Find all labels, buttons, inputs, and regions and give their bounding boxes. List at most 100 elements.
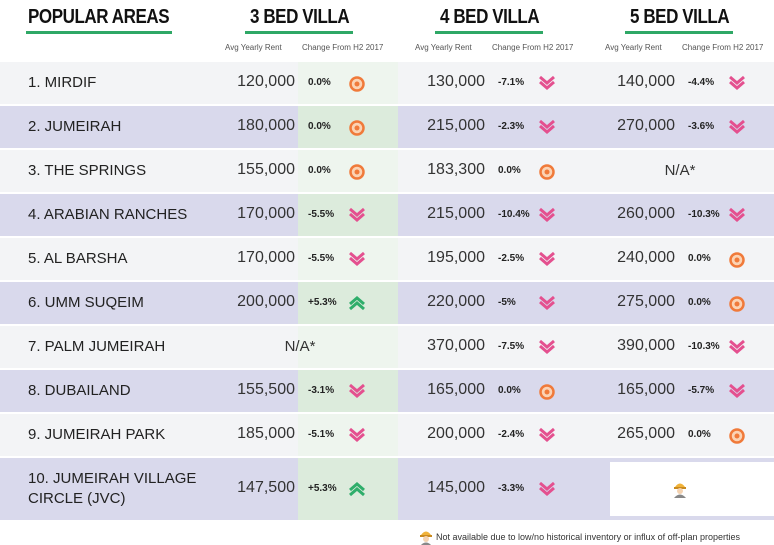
avg-rent: 185,000 <box>237 425 295 442</box>
avg-rent: 147,500 <box>237 479 295 496</box>
change: 0.0% <box>688 253 711 264</box>
change: -3.6% <box>688 121 715 132</box>
trend-icon <box>728 383 746 404</box>
change: 0.0% <box>308 165 331 176</box>
change: -10.3% <box>688 209 720 220</box>
column-band <box>298 150 398 192</box>
change: -3.3% <box>498 483 525 494</box>
change: -2.5% <box>498 253 525 264</box>
avg-rent: 275,000 <box>617 293 675 310</box>
trend-icon <box>538 481 556 502</box>
avg-rent: 195,000 <box>427 249 485 266</box>
column-band <box>298 458 398 520</box>
worker-icon <box>672 480 688 503</box>
column-underline <box>245 31 353 34</box>
avg-rent: 140,000 <box>617 73 675 90</box>
avg-rent: 180,000 <box>237 117 295 134</box>
trend-icon <box>348 163 366 186</box>
change: -5.1% <box>308 429 335 440</box>
change: -5.5% <box>308 253 335 264</box>
avg-rent: 145,000 <box>427 479 485 496</box>
change: -10.4% <box>498 209 530 220</box>
column-band <box>298 282 398 324</box>
area-name: 9. JUMEIRAH PARK <box>28 426 166 443</box>
trend-icon <box>538 295 556 316</box>
change-label: Change From H2 2017 <box>682 43 764 52</box>
change: -4.4% <box>688 77 715 88</box>
footnote-icon <box>418 528 434 545</box>
trend-icon <box>728 339 746 360</box>
area-name: 1. MIRDIF <box>28 74 97 91</box>
trend-icon <box>348 481 366 502</box>
column-underline <box>625 31 733 34</box>
title: POPULAR AREAS <box>28 6 170 28</box>
column-band <box>298 194 398 236</box>
change: -10.3% <box>688 341 720 352</box>
avg-rent: 165,000 <box>427 381 485 398</box>
avg-rent: 200,000 <box>237 293 295 310</box>
not-available: N/A* <box>284 338 316 355</box>
avg-rent: 215,000 <box>427 205 485 222</box>
change: +5.3% <box>308 483 337 494</box>
column-title: 4 BED VILLA <box>440 6 540 28</box>
trend-icon <box>538 251 556 272</box>
rent-label: Avg Yearly Rent <box>415 43 472 52</box>
avg-rent: 120,000 <box>237 73 295 90</box>
trend-icon <box>728 427 746 450</box>
change: -3.1% <box>308 385 335 396</box>
avg-rent: 200,000 <box>427 425 485 442</box>
footnote: Not available due to low/no historical i… <box>436 532 741 542</box>
avg-rent: 165,000 <box>617 381 675 398</box>
trend-icon <box>348 295 366 316</box>
trend-icon <box>348 251 366 272</box>
change: 0.0% <box>498 165 521 176</box>
area-name: 4. ARABIAN RANCHES <box>28 206 188 223</box>
avg-rent: 170,000 <box>237 205 295 222</box>
trend-icon <box>348 207 366 228</box>
change-label: Change From H2 2017 <box>492 43 574 52</box>
column-band <box>298 238 398 280</box>
area-name: 6. UMM SUQEIM <box>28 294 144 311</box>
avg-rent: 270,000 <box>617 117 675 134</box>
trend-icon <box>348 427 366 448</box>
column-band <box>298 414 398 456</box>
avg-rent: 260,000 <box>617 205 675 222</box>
not-available: N/A* <box>664 162 696 179</box>
area-name: 2. JUMEIRAH <box>28 118 122 135</box>
trend-icon <box>728 207 746 228</box>
avg-rent: 240,000 <box>617 249 675 266</box>
avg-rent: 215,000 <box>427 117 485 134</box>
avg-rent: 130,000 <box>427 73 485 90</box>
trend-icon <box>348 75 366 98</box>
area-name: 5. AL BARSHA <box>28 250 128 267</box>
trend-icon <box>538 207 556 228</box>
change: -5.7% <box>688 385 715 396</box>
column-underline <box>435 31 543 34</box>
avg-rent: 265,000 <box>617 425 675 442</box>
area-name: 8. DUBAILAND <box>28 382 131 399</box>
avg-rent: 220,000 <box>427 293 485 310</box>
area-name: 3. THE SPRINGS <box>28 162 147 179</box>
rent-label: Avg Yearly Rent <box>605 43 662 52</box>
rent-label: Avg Yearly Rent <box>225 43 282 52</box>
avg-rent: 183,300 <box>427 161 485 178</box>
trend-icon <box>538 119 556 140</box>
column-band <box>298 326 398 368</box>
change: 0.0% <box>688 297 711 308</box>
unavailable-cell <box>610 462 774 516</box>
trend-icon <box>728 251 746 274</box>
change: -7.1% <box>498 77 525 88</box>
avg-rent: 155,500 <box>237 381 295 398</box>
change: -5% <box>498 297 516 308</box>
column-band <box>298 62 398 104</box>
change: 0.0% <box>688 429 711 440</box>
change: -2.4% <box>498 429 525 440</box>
avg-rent: 155,000 <box>237 161 295 178</box>
trend-icon <box>728 295 746 318</box>
trend-icon <box>538 75 556 96</box>
trend-icon <box>538 383 556 406</box>
title-underline <box>26 31 172 34</box>
trend-icon <box>538 163 556 186</box>
column-band <box>298 106 398 148</box>
